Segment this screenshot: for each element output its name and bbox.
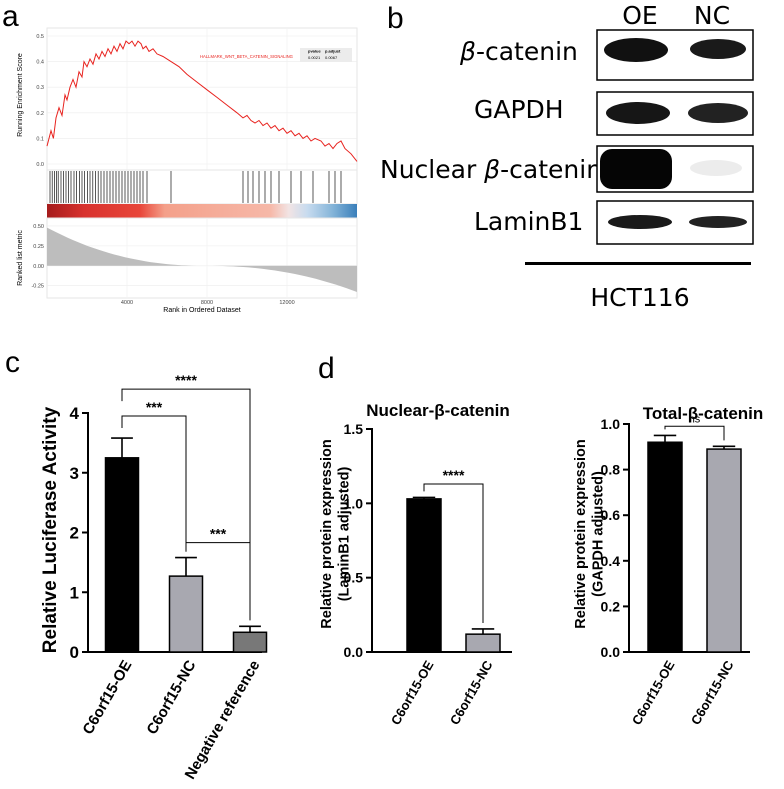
category-label: C6orf15-NC [688,657,737,727]
panel-letter-a: a [2,0,19,33]
gsea-xlabel: Rank in Ordered Dataset [163,307,240,314]
metric-ytick-label: 0.50 [33,224,44,230]
metric-ytick-label: 0.00 [33,264,44,270]
significance-label: ns [689,413,701,425]
panel-letter-d: d [318,352,335,385]
wb-col-oe: OE [622,1,657,30]
ranked-metric-area [47,227,357,292]
category-label: Negative reference [182,658,264,783]
significance-label: *** [146,399,163,415]
bar-2 [465,633,501,653]
gene-hit-ticks [49,171,342,203]
category-label: C6orf15-NC [143,657,199,737]
chart-title: Total-β-catenin [643,404,764,423]
gsea-xtick-label: 12000 [279,300,294,306]
hits-frame [46,169,358,205]
bar-2 [706,448,742,653]
metric-yticks: 0.50 0.25 0.00 -0.25 [31,224,44,290]
y-tick-label: 2 [70,524,79,543]
y-tick-label: 0.8 [601,462,621,478]
significance-label: *** [210,526,227,542]
significance-bracket [121,415,187,552]
es-gridlines [47,28,357,170]
category-label: C6orf15-NC [447,657,496,727]
blot-nuclear-beta-catenin [596,145,754,193]
stats-header-padjust: p.adjust [325,49,341,54]
blot-gapdh [596,91,754,136]
bar-1 [647,441,683,653]
es-ytick-label: 0.4 [36,60,44,66]
y-tick-label: 3 [70,464,79,483]
panel-letter-c: c [5,346,20,379]
blot-beta-catenin [596,29,754,81]
y-tick-label: 0.4 [601,553,621,569]
y-tick-label: 1.5 [344,421,364,437]
y-tick-label: 0.2 [601,598,621,614]
y-axis-label: Relative protein expression [319,439,335,628]
cell-line-label: HCT116 [590,283,689,312]
wb-col-nc: NC [694,1,730,30]
bar-3 [232,631,268,653]
gsea-xtick-label: 4000 [121,300,133,306]
significance-bracket [185,542,251,621]
y-tick-label: 1 [70,583,79,602]
es-ytick-label: 0.5 [36,34,44,40]
stats-value-padjust: 0.0067 [325,55,338,60]
enrichment-score-line [46,40,358,162]
category-label: C6orf15-OE [388,658,437,728]
y-tick-label: 1.0 [601,416,621,432]
metric-ytick-label: -0.25 [31,284,44,290]
wb-row-nuclear-beta-catenin: Nuclear β-catenin [380,155,602,184]
nuclear-beta-catenin-bar-chart: 0.0 0.5 1.0 1.5 Relative protein expression(… [319,401,512,727]
category-label: C6orf15-OE [79,658,135,738]
bar-1 [406,498,442,653]
y-tick-label: 4 [70,404,80,423]
es-ylabel: Running Enrichment Score [17,53,24,137]
cell-line-bar [525,262,751,265]
rank-color-bar [47,204,357,218]
significance-label: **** [175,372,197,388]
stats-value-pvalue: 0.0021 [308,55,321,60]
y-tick-label: 0.0 [344,644,364,660]
chart-title: Nuclear-β-catenin [366,401,510,420]
y-tick-label: 0.5 [344,570,364,586]
es-ytick-label: 0.1 [36,136,44,142]
metric-ytick-label: 0.25 [33,244,44,250]
y-axis-label-2: (LaminB1 adjusted) [336,467,352,602]
western-blot: OE NC β-catenin GAPDH Nuclear β-catenin … [380,1,754,312]
y-axis-label: Relative Luciferase Activity [40,406,61,653]
bar-1 [104,457,140,653]
gsea-xtick-label: 8000 [201,300,213,306]
y-tick-label: 0 [70,643,79,662]
y-tick-label: 1.0 [344,495,364,511]
wb-row-beta-catenin: β-catenin [459,37,578,66]
significance-bracket [121,388,251,621]
stats-header-pvalue: pvalue [308,49,321,54]
bar-2 [168,575,204,653]
es-yticks: 0.0 0.1 0.2 0.3 0.4 0.5 [36,34,44,168]
panel-letter-b: b [387,2,404,35]
metric-ylabel: Ranked list metric [17,230,24,286]
y-axis-label-2: (GAPDH adjusted) [590,471,606,597]
es-ytick-label: 0.0 [36,162,44,168]
wb-row-gapdh: GAPDH [474,95,564,124]
significance-bracket [664,425,725,441]
significance-label: **** [443,467,465,483]
gsea-plot: 0.0 0.1 0.2 0.3 0.4 0.5 Running Enrichment Sc… [17,27,358,314]
category-label: C6orf15-OE [629,658,678,728]
stats-table [300,48,352,62]
significance-bracket [423,483,484,623]
gsea-xticks: 4000 8000 12000 [121,300,295,306]
es-ytick-label: 0.3 [36,85,44,91]
y-axis-label: Relative protein expression [573,439,589,628]
blot-laminb1 [596,200,754,245]
y-tick-label: 0.6 [601,507,621,523]
total-beta-catenin-bar-chart: 0.0 0.2 0.4 0.6 0.8 1.0 Relative protein expre… [573,404,763,727]
y-tick-label: 0.0 [601,644,621,660]
luciferase-bar-chart: 0 1 2 3 4 Relative Luciferase Activity C6orf15… [40,372,268,783]
es-ytick-label: 0.2 [36,111,44,117]
gene-set-label: HALLMARK_WNT_BETA_CATENIN_SIGNALING [200,54,293,59]
wb-row-laminb1: LaminB1 [474,207,583,236]
